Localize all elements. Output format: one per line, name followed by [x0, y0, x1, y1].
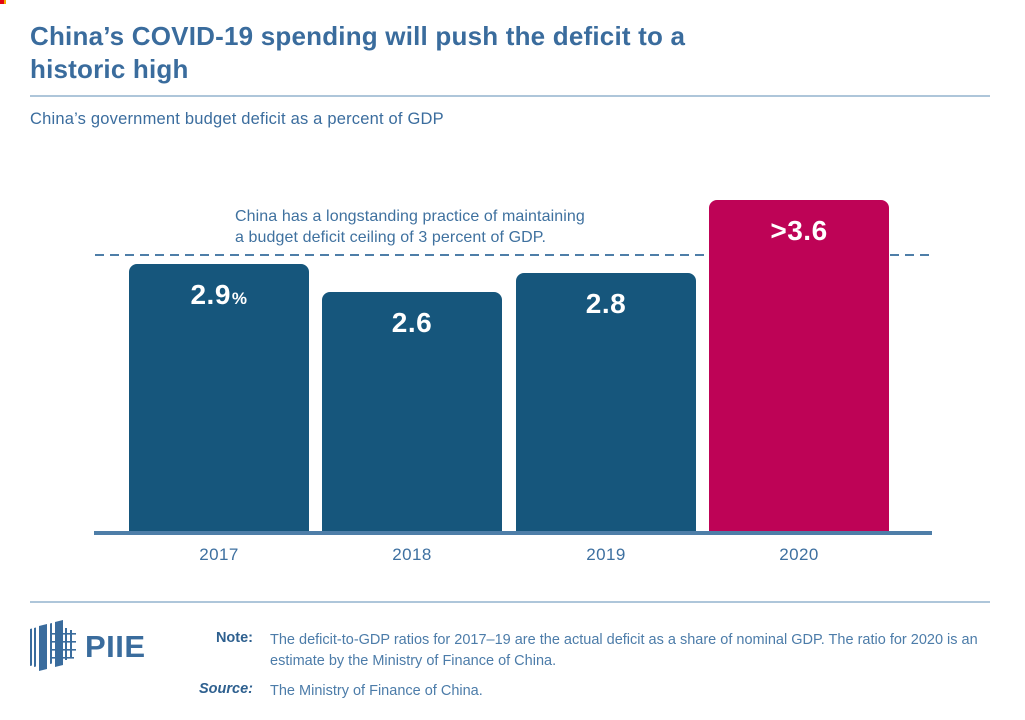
note-text-line2: for 2020 is an estimate by the Ministry …: [270, 632, 978, 669]
note-text: The deficit-to-GDP ratios for 2017–19 ar…: [270, 630, 982, 672]
bar-2017: 2.9%: [129, 264, 309, 531]
source-text: The Ministry of Finance of China.: [270, 683, 483, 699]
bar-value-label-2020: >3.6: [770, 215, 828, 246]
footer-divider: [30, 601, 990, 603]
x-axis-label-2020: 2020: [779, 545, 819, 564]
source-label: Source:: [199, 681, 253, 697]
x-axis-label-2018: 2018: [392, 545, 432, 564]
chart-subtitle: China’s government budget deficit as a p…: [30, 110, 444, 128]
x-axis-label-2017: 2017: [199, 545, 239, 564]
x-axis-labels: 2017 2018 2019 2020: [95, 545, 931, 569]
screenshot-artifact: [0, 0, 6, 4]
page-title-line1: China’s COVID-19 spending will push the …: [30, 21, 686, 51]
page-title: China’s COVID-19 spending will push the …: [30, 20, 870, 86]
bar-value-label-2017: 2.9%: [190, 279, 248, 310]
ceiling-annotation-line2: a budget deficit ceiling of 3 percent of…: [235, 229, 547, 246]
piie-building-icon: [30, 620, 76, 671]
note-label: Note:: [215, 630, 253, 646]
x-axis-line: [94, 531, 932, 535]
bar-2020: >3.6: [709, 200, 889, 531]
page-title-line2: historic high: [30, 54, 189, 84]
header-divider: [30, 95, 990, 97]
piie-logo: PIIE: [30, 619, 146, 671]
bar-value-label-2018: 2.6: [391, 307, 433, 338]
note-text-line1: The deficit-to-GDP ratios for 2017–19 ar…: [270, 632, 886, 648]
deficit-ceiling-dashed-line: [95, 254, 933, 256]
bars-layer: 2.9% 2.6 2.8 >3.6: [95, 190, 931, 535]
ceiling-annotation: China has a longstanding practice of mai…: [235, 206, 715, 248]
bar-value-label-2019: 2.8: [585, 288, 627, 319]
bar-2018: 2.6: [322, 292, 502, 531]
bar-2019: 2.8: [516, 273, 696, 531]
piie-logo-text: PIIE: [85, 629, 146, 664]
x-axis-label-2019: 2019: [586, 545, 626, 564]
bar-chart: China has a longstanding practice of mai…: [94, 190, 933, 570]
ceiling-annotation-line1: China has a longstanding practice of mai…: [235, 208, 585, 225]
